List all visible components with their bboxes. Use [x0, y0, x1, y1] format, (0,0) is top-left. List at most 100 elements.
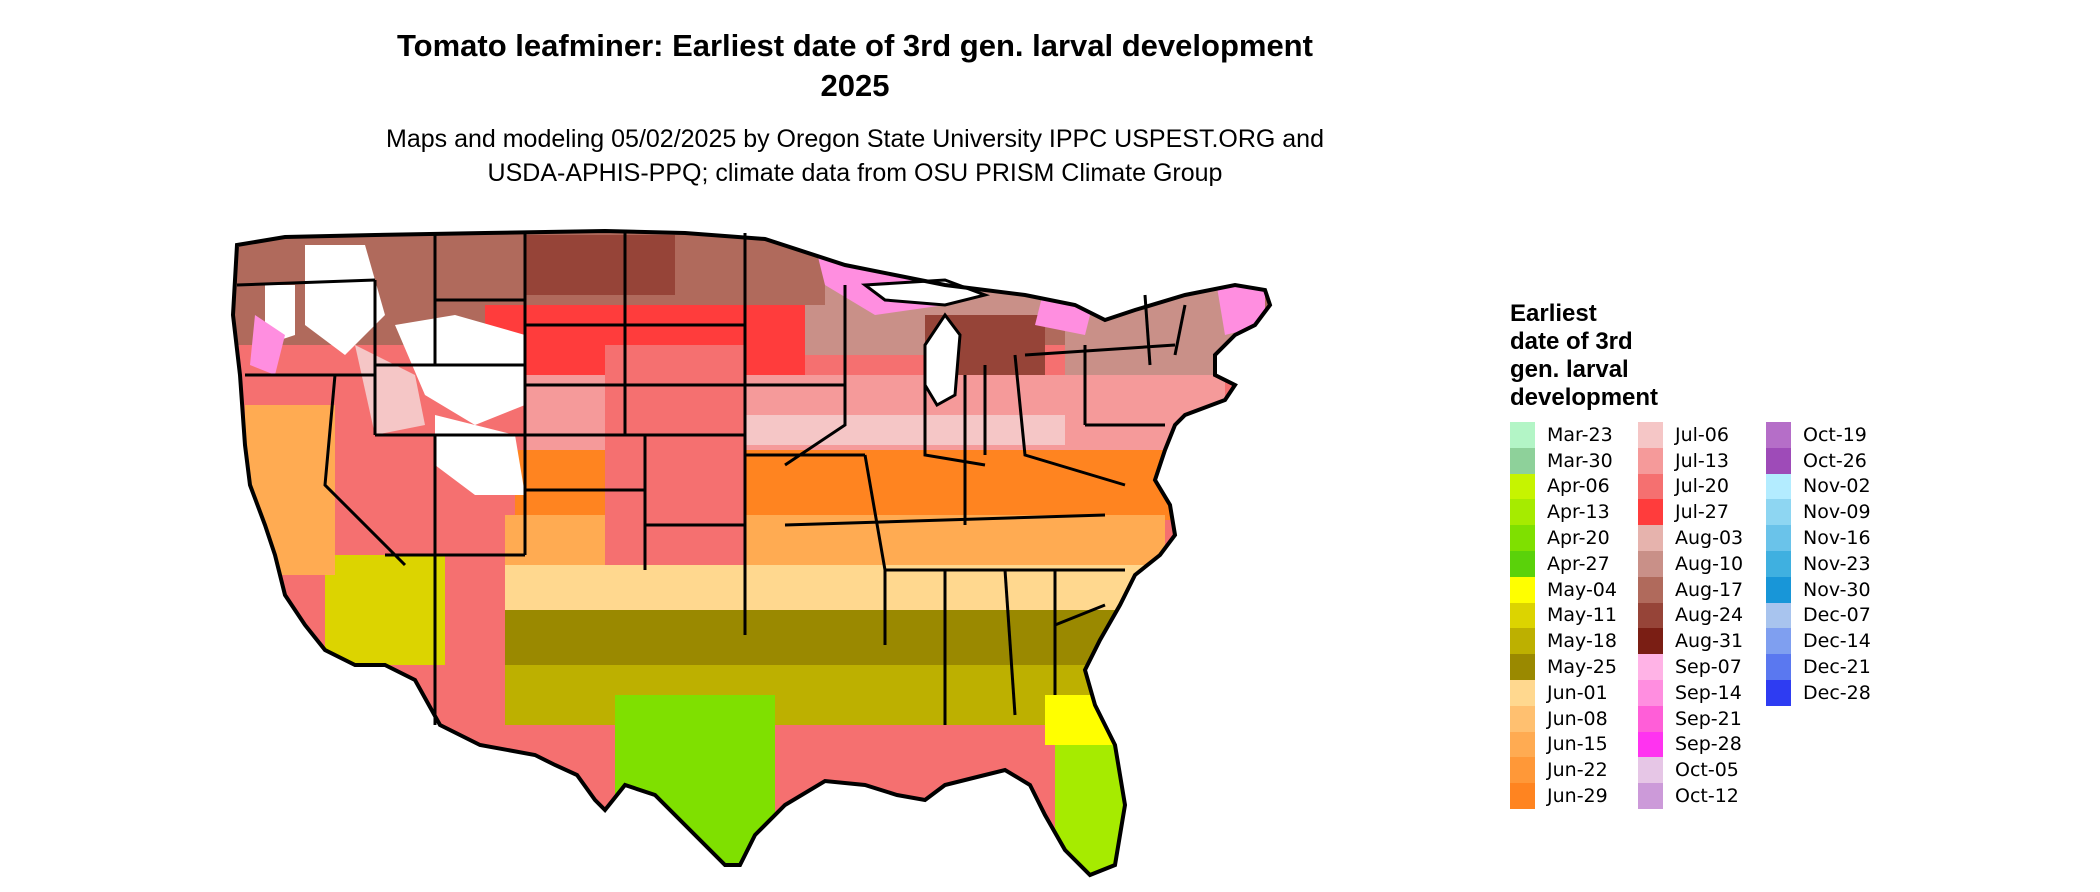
legend-label: Oct-12: [1675, 785, 1739, 808]
legend-item: Jun-01: [1510, 679, 1638, 706]
legend-item: Jun-08: [1510, 705, 1638, 732]
legend-item: Nov-23: [1766, 550, 1894, 577]
legend-label: Sep-28: [1675, 733, 1742, 756]
legend-item: Sep-28: [1638, 731, 1766, 758]
legend-item: Jun-15: [1510, 731, 1638, 758]
us-map: [225, 225, 1485, 885]
legend-label: Mar-30: [1547, 449, 1613, 472]
legend-item: Jun-29: [1510, 783, 1638, 809]
legend-item: Jul-13: [1638, 447, 1766, 474]
title-line-2: 2025: [820, 68, 890, 103]
legend-item: Aug-31: [1638, 628, 1766, 655]
legend-item: Mar-23: [1510, 422, 1638, 448]
legend-swatch: [1638, 654, 1663, 680]
legend-label: Jul-06: [1675, 423, 1729, 446]
legend-label: Nov-23: [1803, 552, 1871, 575]
legend-swatch: [1638, 757, 1663, 784]
legend-swatch: [1638, 550, 1663, 577]
legend-label: Dec-28: [1803, 681, 1871, 704]
legend-swatch: [1638, 447, 1663, 474]
legend-label: Jun-01: [1547, 681, 1608, 704]
north-dakota: [675, 235, 825, 305]
legend-swatch: [1510, 654, 1535, 680]
legend-item: Nov-09: [1766, 499, 1894, 526]
legend-item: Dec-07: [1766, 602, 1894, 629]
legend-swatch: [1766, 576, 1791, 603]
legend-item: Apr-06: [1510, 473, 1638, 500]
legend-swatch: [1638, 679, 1663, 706]
legend-label: Mar-23: [1547, 423, 1613, 446]
legend-item: Apr-20: [1510, 525, 1638, 551]
legend-swatch: [1638, 731, 1663, 758]
legend-label: Sep-14: [1675, 681, 1742, 704]
legend-item: May-18: [1510, 628, 1638, 655]
gulf-band: [505, 610, 1145, 670]
us-map-svg: [231, 229, 1272, 877]
light-orange-band: [505, 565, 1145, 615]
legend-label: May-25: [1547, 656, 1617, 679]
legend-swatch: [1510, 422, 1535, 448]
legend-item: Jun-22: [1510, 757, 1638, 784]
legend-item: Oct-19: [1766, 422, 1894, 448]
legend-item: Jul-06: [1638, 422, 1766, 448]
legend-swatch: [1766, 525, 1791, 551]
legend-label: Sep-07: [1675, 656, 1742, 679]
legend-swatch: [1510, 705, 1535, 732]
legend-swatch: [1638, 628, 1663, 655]
state-borders: [236, 233, 1187, 725]
legend-label: Nov-30: [1803, 578, 1871, 601]
legend-item: Dec-28: [1766, 679, 1894, 706]
legend-swatch: [1510, 679, 1535, 706]
legend-label: Dec-14: [1803, 630, 1871, 653]
maine-pink: [1215, 275, 1265, 335]
legend-title-line-4: development: [1510, 384, 1659, 411]
florida-north: [1045, 695, 1135, 745]
legend-label: Aug-10: [1675, 552, 1744, 575]
legend-swatch: [1510, 576, 1535, 603]
legend-swatch: [1638, 525, 1663, 551]
legend-label: Jul-13: [1675, 449, 1729, 472]
legend-item: Mar-30: [1510, 447, 1638, 474]
legend-label: Apr-13: [1547, 501, 1610, 524]
legend-label: Oct-26: [1803, 449, 1867, 472]
legend-item: May-04: [1510, 576, 1638, 603]
map-legend: Earliest date of 3rd gen. larval develop…: [1510, 300, 1930, 809]
legend-swatch: [1638, 473, 1663, 500]
legend-swatch: [1766, 422, 1791, 448]
map-subtitle: Maps and modeling 05/02/2025 by Oregon S…: [250, 122, 1460, 190]
legend-swatch: [1638, 422, 1663, 448]
legend-item: Oct-12: [1638, 783, 1766, 809]
legend-swatch: [1510, 602, 1535, 629]
legend-label: Dec-21: [1803, 656, 1871, 679]
legend-swatch: [1766, 499, 1791, 526]
legend-label: Jun-22: [1547, 759, 1608, 782]
legend-label: Sep-21: [1675, 707, 1742, 730]
legend-label: May-11: [1547, 604, 1617, 627]
legend-swatch: [1510, 550, 1535, 577]
legend-swatch: [1510, 757, 1535, 784]
legend-swatch: [1638, 499, 1663, 526]
legend-columns: Mar-23 Mar-30 Apr-06 Apr-13 Apr-20 Apr-27 May-…: [1510, 422, 1930, 809]
legend-swatch: [1766, 654, 1791, 680]
legend-swatch: [1766, 679, 1791, 706]
legend-item: Jul-27: [1638, 499, 1766, 526]
idaho-white: [305, 245, 385, 355]
legend-label: Aug-03: [1675, 527, 1744, 550]
legend-item: Aug-10: [1638, 550, 1766, 577]
legend-swatch: [1638, 783, 1663, 809]
legend-title: Earliest date of 3rd gen. larval develop…: [1510, 300, 1690, 412]
legend-item: Apr-27: [1510, 550, 1638, 577]
legend-item: Oct-26: [1766, 447, 1894, 474]
legend-swatch: [1638, 576, 1663, 603]
legend-item: May-11: [1510, 602, 1638, 629]
legend-item: Nov-02: [1766, 473, 1894, 500]
legend-column: Jul-06 Jul-13 Jul-20 Jul-27 Aug-03 Aug-10 Aug-…: [1638, 422, 1766, 809]
legend-swatch: [1510, 628, 1535, 655]
southern-rockies: [605, 345, 745, 565]
legend-item: Jul-20: [1638, 473, 1766, 500]
legend-item: Aug-24: [1638, 602, 1766, 629]
gulf-coast-band: [505, 665, 1145, 725]
legend-label: Jun-29: [1547, 785, 1608, 808]
desert-southwest: [325, 555, 445, 665]
legend-item: Nov-30: [1766, 576, 1894, 603]
